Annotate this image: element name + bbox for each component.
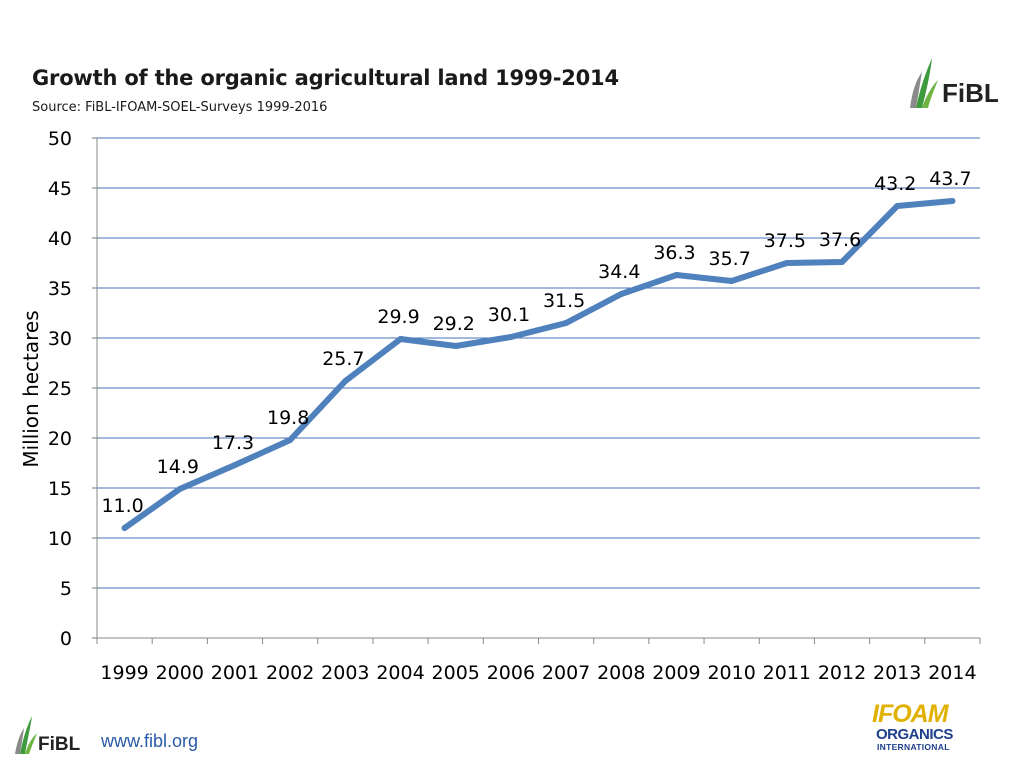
y-tick-label: 35 (48, 278, 72, 300)
data-label-2001: 17.3 (212, 432, 254, 454)
chart-title: Growth of the organic agricultural land … (32, 66, 619, 90)
y-tick-label: 10 (48, 528, 72, 550)
x-tick-label-2002: 2002 (266, 662, 314, 684)
ifoam-logo-line1: IFOAM (872, 700, 949, 728)
x-tick-label-2008: 2008 (597, 662, 645, 684)
data-point-2012 (839, 259, 846, 265)
y-tick-label: 5 (60, 578, 72, 600)
data-point-2008 (618, 291, 625, 297)
data-point-2001 (231, 462, 238, 468)
x-tick-label-2010: 2010 (707, 662, 755, 684)
ifoam-logo-line3: INTERNATIONAL (877, 742, 950, 752)
data-label-2006: 30.1 (488, 304, 530, 326)
line-layer (121, 198, 956, 531)
data-point-2003 (342, 378, 349, 384)
y-tick-label: 0 (60, 628, 72, 650)
fibl-logo-text-top: FiBL (942, 78, 998, 108)
y-tick-label: 20 (48, 428, 72, 450)
data-point-2011 (783, 260, 790, 266)
data-label-2003: 25.7 (322, 348, 364, 370)
y-tick-label: 25 (48, 378, 72, 400)
data-label-2012: 37.6 (819, 229, 861, 251)
data-point-2000 (176, 486, 183, 492)
axis-layer: 0 5 10 15 20 25 30 35 40 45 50 1999 2000 2001 2002 2003… (48, 128, 981, 684)
data-point-2004 (397, 336, 404, 342)
fibl-leaf-icon (910, 58, 938, 108)
y-axis-label: Million hectares (19, 310, 43, 467)
data-point-2014 (949, 198, 956, 204)
x-tick-label-2014: 2014 (928, 662, 976, 684)
x-tick-label-2000: 2000 (156, 662, 204, 684)
data-point-2013 (894, 203, 901, 209)
x-tick-label-2013: 2013 (873, 662, 921, 684)
data-label-2014: 43.7 (929, 168, 971, 190)
data-label-1999: 11.0 (101, 495, 143, 517)
x-tick-label-2006: 2006 (487, 662, 535, 684)
x-tick-label-2001: 2001 (211, 662, 259, 684)
fibl-logo-text-bottom: FiBL (38, 734, 81, 755)
data-point-2007 (563, 320, 570, 326)
data-label-2008: 34.4 (598, 261, 640, 283)
footer-url-link[interactable]: www.fibl.org (101, 731, 199, 751)
y-tick-label: 50 (48, 128, 72, 150)
series-line (121, 198, 956, 531)
y-tick-label: 15 (48, 478, 72, 500)
grid-layer (97, 137, 980, 589)
x-tick-label-2007: 2007 (542, 662, 590, 684)
data-label-2005: 29.2 (433, 313, 475, 335)
data-label-2004: 29.9 (377, 306, 419, 328)
data-label-2010: 35.7 (709, 248, 751, 270)
x-tick-label-1999: 1999 (100, 662, 148, 684)
data-point-2002 (287, 437, 294, 443)
fibl-logo-bottom: FiBL (15, 716, 81, 755)
data-label-2009: 36.3 (653, 242, 695, 264)
data-point-2010 (728, 278, 735, 284)
y-tick-label: 40 (48, 228, 72, 250)
x-tick-label-2003: 2003 (321, 662, 369, 684)
x-tick-label-2009: 2009 (652, 662, 700, 684)
x-tick-label-2004: 2004 (376, 662, 424, 684)
y-tick-label: 30 (48, 328, 72, 350)
data-label-2002: 19.8 (267, 407, 309, 429)
line-chart: 0 5 10 15 20 25 30 35 40 45 50 1999 2000 2001 2002 2003… (19, 128, 981, 684)
data-label-2011: 37.5 (764, 230, 806, 252)
data-point-2009 (673, 272, 680, 278)
fibl-logo-top: FiBL (910, 58, 998, 108)
label-layer: 11.0 14.9 17.3 19.8 25.7 29.9 29.2 30.1 31.5 34.4… (101, 168, 971, 517)
ifoam-logo-line2: ORGANICS (876, 726, 953, 743)
data-label-2000: 14.9 (157, 456, 199, 478)
x-tick-label-2005: 2005 (432, 662, 480, 684)
data-point-1999 (121, 525, 128, 531)
y-tick-label: 45 (48, 178, 72, 200)
x-tick-label-2011: 2011 (763, 662, 811, 684)
data-point-2005 (452, 343, 459, 349)
chart-source: Source: FiBL-IFOAM-SOEL-Surveys 1999-201… (32, 100, 328, 115)
data-label-2007: 31.5 (543, 290, 585, 312)
ifoam-logo: IFOAM ORGANICS INTERNATIONAL (872, 700, 968, 756)
fibl-leaf-icon (15, 716, 37, 754)
data-label-2013: 43.2 (874, 173, 916, 195)
data-point-2006 (507, 334, 514, 340)
x-tick-label-2012: 2012 (818, 662, 866, 684)
